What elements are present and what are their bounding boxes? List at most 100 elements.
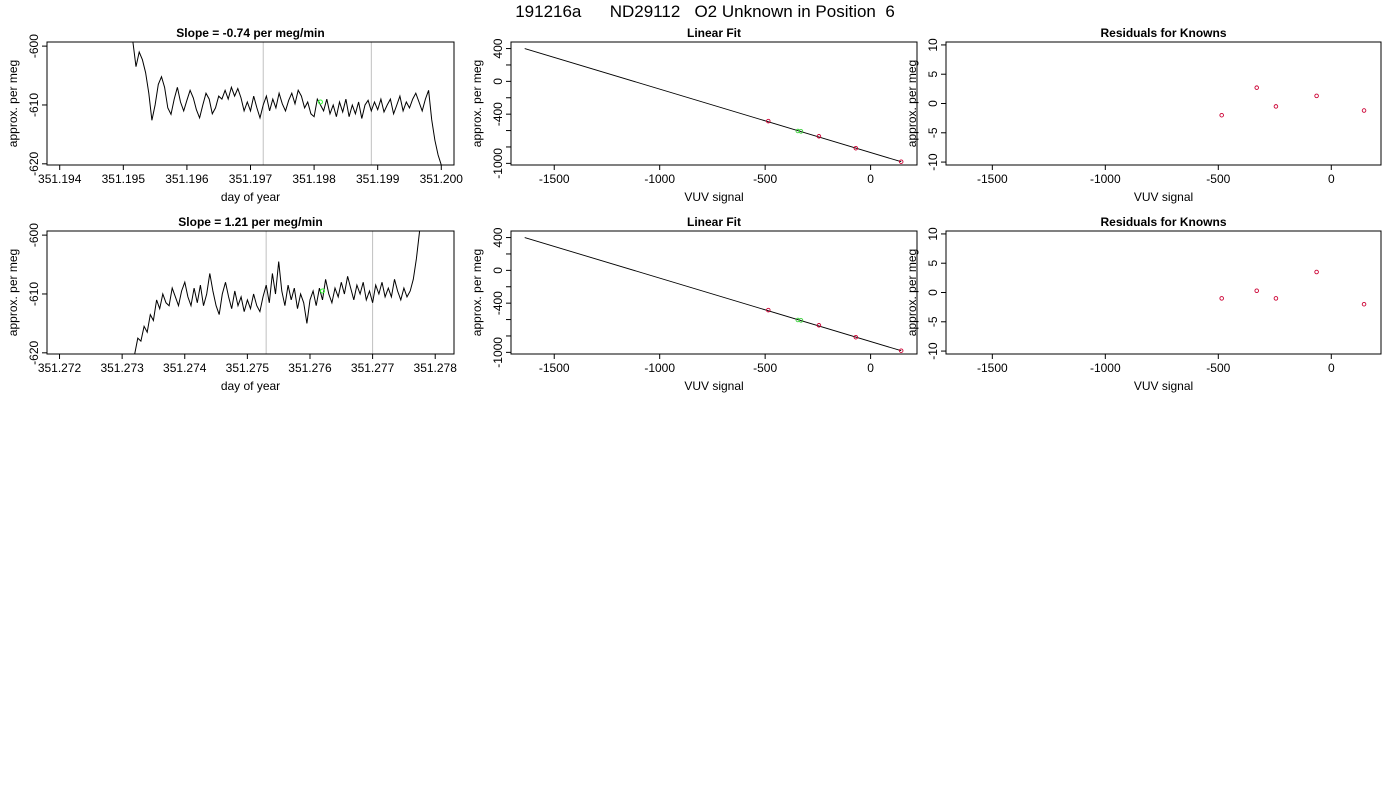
y-axis-label: approx. per meg (905, 60, 919, 147)
residual-point (1219, 296, 1224, 301)
residual-point (1254, 288, 1259, 293)
highlight-point (317, 99, 323, 105)
x-tick-label: -1500 (977, 361, 1008, 375)
plot-area (134, 231, 421, 354)
fit-line (524, 48, 902, 163)
x-tick-label: 351.196 (165, 172, 209, 186)
x-tick-label: -500 (753, 361, 777, 375)
y-tick-label: 0 (926, 100, 940, 107)
y-tick-label: -5 (926, 316, 940, 327)
x-tick-label: -1000 (1090, 172, 1121, 186)
chart-title: Linear Fit (687, 26, 741, 40)
plot-area (132, 42, 442, 165)
y-tick-label: 0 (491, 78, 505, 85)
chart-title: Residuals for Knowns (1100, 215, 1226, 229)
plot-frame (46, 41, 455, 166)
plot-frame (510, 41, 918, 166)
chart-title: Linear Fit (687, 215, 741, 229)
x-axis-label: day of year (221, 379, 280, 393)
y-tick-label: -400 (491, 102, 505, 126)
known-point (766, 118, 771, 124)
known-point (816, 134, 822, 139)
y-tick-label: -620 (27, 340, 41, 364)
residual-point (1273, 104, 1279, 109)
x-tick-label: -1000 (644, 361, 675, 375)
chart-panel: -1500 -1000 -500 0 -1000 -400 0 400 Linear Fit VU… (470, 26, 918, 204)
chart-panel: -1500 -1000 -500 0 -10 -5 0 5 10 Residuals for Kn… (905, 26, 1382, 204)
plot-area (524, 48, 904, 164)
x-tick-label: 0 (867, 172, 874, 186)
x-tick-label: 0 (867, 361, 874, 375)
plot-area (1219, 85, 1367, 118)
x-tick-label: 351.272 (38, 361, 82, 375)
residual-point (1314, 93, 1319, 99)
y-tick-label: -1000 (491, 148, 505, 179)
y-tick-label: -10 (926, 153, 940, 171)
residual-point (1254, 85, 1259, 90)
series-line (134, 231, 421, 354)
y-tick-label: 5 (926, 260, 940, 267)
y-tick-label: 10 (926, 38, 940, 52)
known-point (816, 323, 822, 328)
y-tick-label: 10 (926, 227, 940, 241)
x-tick-label: 0 (1328, 361, 1335, 375)
residual-point (1314, 269, 1319, 275)
y-tick-label: -10 (926, 342, 940, 360)
plot-frame (46, 230, 455, 355)
chart-title: Slope = 1.21 per meg/min (178, 215, 322, 229)
x-tick-label: 351.275 (226, 361, 270, 375)
y-tick-label: 400 (491, 38, 505, 58)
x-axis-label: VUV signal (684, 190, 743, 204)
chart-panel: -1500 -1000 -500 0 -10 -5 0 5 10 Residuals for Kn… (905, 215, 1382, 393)
y-tick-label: 5 (926, 71, 940, 78)
x-tick-label: 351.198 (292, 172, 336, 186)
y-tick-label: -620 (27, 151, 41, 175)
x-tick-label: -1000 (1090, 361, 1121, 375)
plot-area (1219, 269, 1367, 307)
x-tick-label: 0 (1328, 172, 1335, 186)
y-tick-label: -610 (27, 93, 41, 117)
x-tick-label: 351.195 (102, 172, 146, 186)
x-tick-label: -1500 (539, 172, 570, 186)
y-tick-label: -400 (491, 291, 505, 315)
y-axis-label: approx. per meg (470, 60, 484, 147)
x-axis-label: day of year (221, 190, 280, 204)
residual-point (1273, 296, 1279, 301)
page-title: 191216a ND29112 O2 Unknown in Position 6 (515, 2, 895, 21)
plot-frame (945, 41, 1382, 166)
known-point (853, 145, 859, 151)
x-axis-label: VUV signal (684, 379, 743, 393)
known-point (853, 334, 859, 340)
x-tick-label: -500 (1206, 172, 1230, 186)
unknown-point (798, 318, 804, 323)
x-tick-label: 351.197 (229, 172, 273, 186)
unknown-point (798, 129, 804, 134)
residual-point (1361, 301, 1367, 307)
x-tick-label: 351.276 (288, 361, 332, 375)
residual-point (1219, 112, 1224, 118)
residual-point (1361, 108, 1367, 113)
chart-title: Slope = -0.74 per meg/min (176, 26, 324, 40)
y-tick-label: -610 (27, 282, 41, 306)
y-tick-label: -5 (926, 127, 940, 138)
fit-line (524, 237, 902, 352)
highlight-point (320, 288, 326, 294)
x-axis-label: VUV signal (1134, 379, 1193, 393)
y-tick-label: -600 (27, 223, 41, 247)
y-axis-label: approx. per meg (6, 249, 20, 336)
series-line (132, 42, 442, 165)
x-tick-label: 351.194 (38, 172, 82, 186)
y-axis-label: approx. per meg (6, 60, 20, 147)
chart-panel: -1500 -1000 -500 0 -1000 -400 0 400 Linear Fit VU… (470, 215, 918, 393)
known-point (898, 348, 904, 353)
plot-area (524, 237, 904, 353)
x-tick-label: -500 (1206, 361, 1230, 375)
x-tick-label: -500 (753, 172, 777, 186)
x-tick-label: -1000 (644, 172, 675, 186)
x-axis-label: VUV signal (1134, 190, 1193, 204)
x-tick-label: 351.200 (420, 172, 464, 186)
y-tick-label: 0 (491, 267, 505, 274)
y-axis-label: approx. per meg (470, 249, 484, 336)
chart-panel: 351.272 351.273 351.274 351.275 351.276 351.2… (6, 215, 457, 393)
